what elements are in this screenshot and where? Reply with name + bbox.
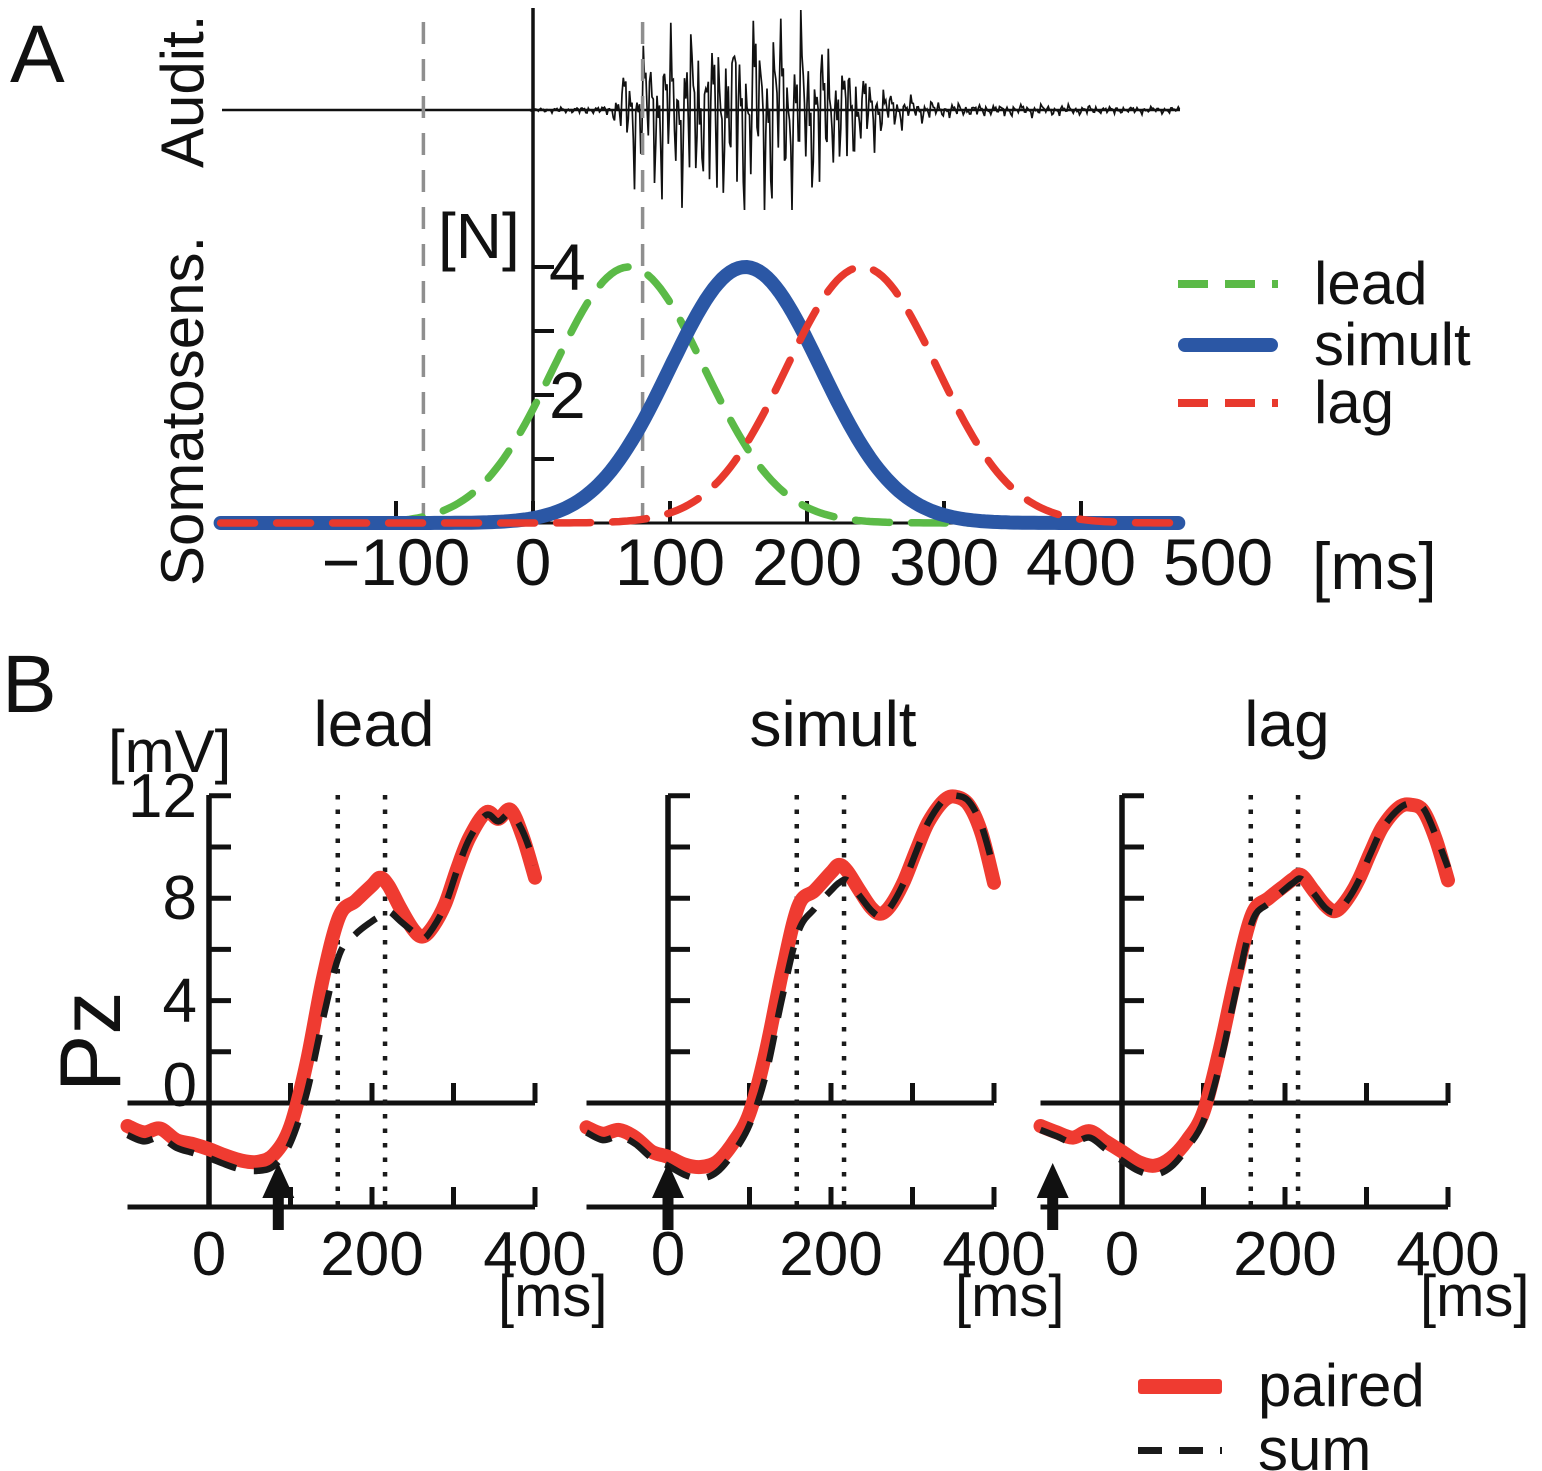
pz-sum-curve-simult (584, 791, 998, 1182)
electrode-label: Pz (43, 991, 139, 1092)
x-tick-label: 100 (615, 525, 725, 599)
y-tick-label: 8 (163, 864, 197, 933)
legend-label: simult (1314, 311, 1471, 378)
x-tick-label: 500 (1163, 525, 1273, 599)
legend-item-sum: sum (1138, 1418, 1371, 1471)
panel-b-label: B (2, 639, 57, 730)
force-curve-simult (213, 259, 1186, 530)
stimulus-onset-arrow-simult (652, 1163, 684, 1230)
auditory-row-label: Audit. (149, 14, 216, 168)
sum-line-sample-icon (1138, 1446, 1222, 1454)
legend-item-simult: simult (1178, 313, 1471, 377)
y-tick-label: 0 (163, 1051, 197, 1120)
legend-item-paired: paired (1138, 1354, 1425, 1418)
legend-label: lag (1314, 369, 1395, 436)
time-unit-label-lag: [ms] (1420, 1264, 1530, 1329)
time-unit-label-lead: [ms] (498, 1264, 608, 1329)
force-unit-label: [N] (438, 200, 520, 272)
amplitude-unit-label: [mV] (108, 718, 232, 785)
x-tick-label: 0 (651, 1220, 685, 1289)
pz-paired-curve-simult (579, 789, 1001, 1175)
x-tick-label: −100 (322, 525, 471, 599)
lead-line-sample-icon (1178, 280, 1278, 288)
audio-waveform (222, 9, 1181, 211)
x-tick-label: 200 (320, 1220, 423, 1289)
legend-label: lead (1314, 250, 1428, 317)
x-tick-label: 0 (192, 1220, 226, 1289)
x-tick-label: 400 (1026, 525, 1136, 599)
y-tick-label: 4 (163, 967, 197, 1036)
somatosensory-row-label: Somatosens. (149, 235, 216, 586)
x-tick-label: 0 (1105, 1220, 1139, 1289)
x-tick-label: 400 (942, 1220, 1045, 1289)
legend-label: paired (1258, 1352, 1425, 1419)
condition-title-lag: lag (1244, 688, 1330, 760)
panel-a-label: A (10, 9, 65, 100)
x-tick-label: 200 (1233, 1220, 1336, 1289)
stimulus-onset-arrow-lead (262, 1163, 295, 1230)
x-tick-label: 400 (1396, 1220, 1499, 1289)
x-tick-label: 200 (752, 525, 862, 599)
legend-item-lag: lag (1178, 371, 1394, 435)
x-tick-label: 200 (779, 1220, 882, 1289)
condition-title-lead: lead (313, 688, 435, 760)
condition-title-simult: simult (749, 688, 917, 760)
y-tick-label: 12 (128, 762, 197, 831)
force-curve-lag (216, 263, 1183, 527)
panel-a-time-unit-label: [ms] (1312, 529, 1437, 603)
y-tick-label: 2 (549, 358, 586, 432)
stimulus-onset-arrow-lag (1036, 1163, 1069, 1230)
pz-sum-curve-lead (126, 810, 539, 1175)
time-unit-label-simult: [ms] (955, 1264, 1065, 1329)
x-tick-label: 400 (483, 1220, 586, 1289)
paired-line-sample-icon (1138, 1378, 1222, 1394)
lag-line-sample-icon (1178, 399, 1278, 407)
pz-sum-curve-lag (1039, 800, 1452, 1179)
legend-label: sum (1258, 1416, 1372, 1471)
y-tick-label: 4 (549, 230, 586, 304)
legend-item-lead: lead (1178, 252, 1427, 316)
simult-line-sample-icon (1178, 338, 1278, 352)
x-tick-label: 0 (515, 525, 552, 599)
x-tick-label: 300 (889, 525, 999, 599)
pz-paired-curve-lag (1033, 797, 1455, 1173)
